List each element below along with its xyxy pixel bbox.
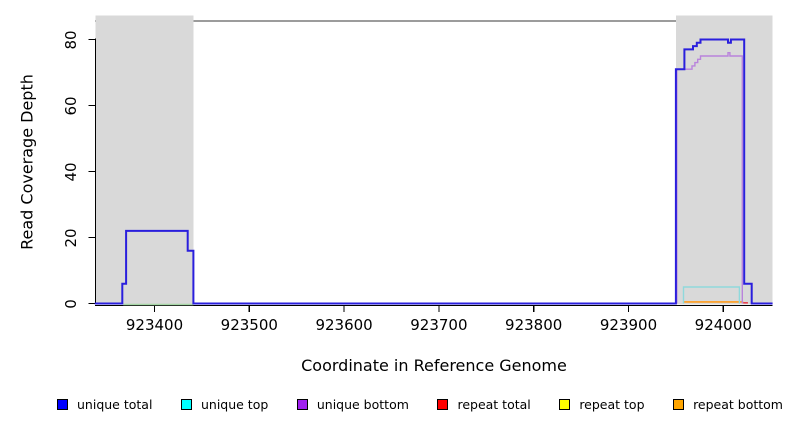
y-tick-label: 80 (62, 29, 80, 50)
legend-label: repeat top (579, 397, 645, 412)
legend-item-repeat-top: repeat top (559, 397, 645, 412)
x-tick-label: 923500 (220, 316, 278, 334)
x-tick-label: 923600 (315, 316, 373, 334)
x-axis-title: Coordinate in Reference Genome (301, 356, 567, 375)
legend-swatch-unique-total (57, 399, 68, 410)
y-tick-label: 0 (62, 298, 80, 309)
x-tick-label: 923400 (125, 316, 184, 334)
left-shaded-region (95, 15, 194, 305)
legend-label: unique total (77, 397, 153, 412)
legend-swatch-unique-bottom (296, 399, 308, 410)
legend-item-repeat-total: repeat total (437, 397, 531, 412)
series-unique-total (94, 38, 773, 305)
legend-item-unique-total: unique total (57, 397, 152, 412)
legend-label: repeat bottom (693, 397, 783, 412)
legend-swatch-repeat-total (437, 399, 449, 410)
series-unique-bottom (676, 52, 743, 304)
legend-item-repeat-bottom: repeat bottom (673, 397, 783, 412)
legend: unique total unique top unique bottom repea… (57, 397, 783, 412)
y-tick-label: 60 (62, 95, 80, 116)
y-tick-label: 20 (62, 227, 80, 248)
legend-item-unique-bottom: unique bottom (296, 397, 409, 412)
legend-item-unique-top: unique top (180, 397, 269, 412)
y-tick-label: 40 (62, 161, 80, 182)
legend-label: unique bottom (316, 397, 409, 412)
legend-swatch-repeat-top (559, 399, 571, 410)
y-axis-title: Read Coverage Depth (17, 74, 37, 250)
legend-swatch-repeat-bottom (673, 399, 685, 410)
right-shaded-region (675, 15, 773, 305)
x-tick-label: 923800 (505, 316, 563, 334)
x-tick-label: 924000 (694, 316, 752, 334)
series-unique-top (682, 286, 741, 304)
x-tick-label: 923900 (599, 316, 658, 334)
x-tick-label: 923700 (410, 316, 468, 334)
legend-label: repeat total (457, 397, 531, 412)
legend-swatch-unique-top (180, 399, 192, 410)
legend-label: unique top (200, 397, 269, 412)
